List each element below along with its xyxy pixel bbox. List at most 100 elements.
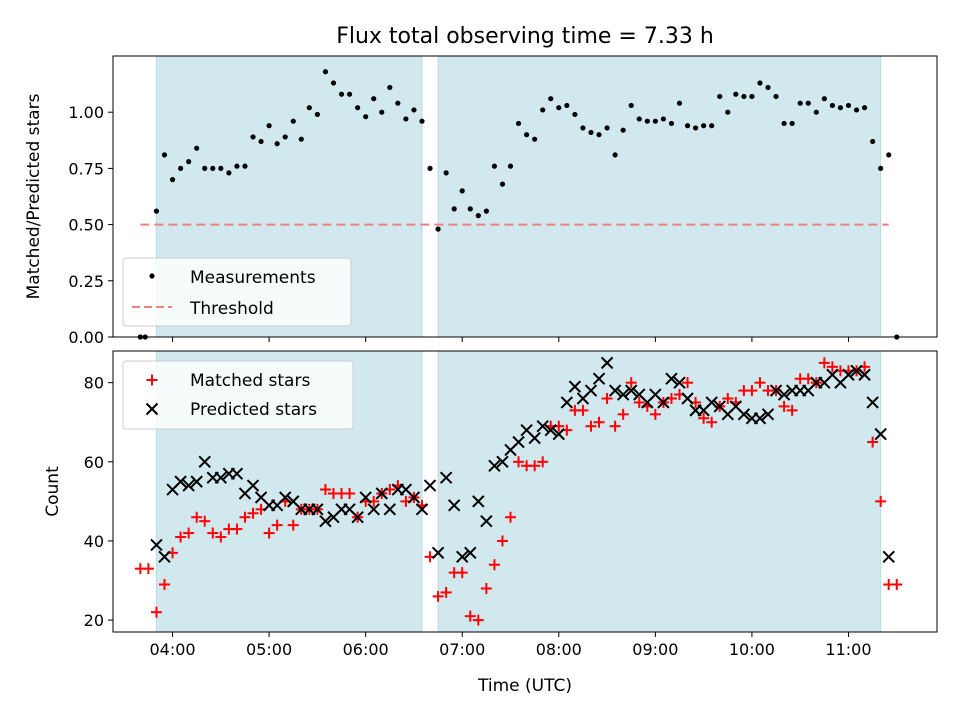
legend-predicted-label: Predicted stars xyxy=(190,400,317,420)
matched-star-point xyxy=(891,579,903,591)
measurement-point xyxy=(725,109,731,115)
measurement-point xyxy=(314,111,320,118)
predicted-star-point xyxy=(456,550,469,564)
matched-star-point xyxy=(472,614,484,626)
measurement-point xyxy=(580,125,586,131)
measurement-point xyxy=(202,165,208,171)
predicted-star-point xyxy=(657,396,670,409)
matched-star-point xyxy=(175,531,187,543)
matched-star-point xyxy=(344,487,356,499)
matched-star-point xyxy=(215,531,227,543)
matched-star-point xyxy=(239,511,251,523)
predicted-star-point xyxy=(367,503,380,516)
matched-star-point xyxy=(875,495,887,507)
matched-star-point xyxy=(247,507,259,519)
matched-star-point xyxy=(159,579,170,591)
predicted-star-point xyxy=(616,388,630,401)
y-tick-label: 0.50 xyxy=(68,216,104,235)
measurement-point xyxy=(290,118,296,124)
measurement-point xyxy=(692,125,699,131)
predicted-star-point xyxy=(182,479,195,492)
measurement-point xyxy=(733,91,739,97)
measurement-point xyxy=(322,69,329,75)
measurement-point xyxy=(628,102,634,109)
measurement-point xyxy=(789,120,795,127)
measurement-point xyxy=(668,120,675,127)
count-panel-frame xyxy=(112,350,938,633)
matched-star-point xyxy=(440,586,452,598)
predicted-star-point xyxy=(665,372,678,385)
measurement-point xyxy=(435,226,441,232)
measurement-point xyxy=(886,152,892,158)
predicted-star-point xyxy=(375,487,388,500)
x-tick-label: 08:00 xyxy=(536,640,582,659)
legend-plus-glyph xyxy=(146,374,158,386)
predicted-star-point xyxy=(592,372,606,385)
matched-star-point xyxy=(617,408,629,420)
measurement-point xyxy=(403,116,409,122)
measurement-point xyxy=(387,84,393,91)
measurement-point xyxy=(604,125,610,131)
measurement-point xyxy=(612,152,618,158)
legend-predicted-marker xyxy=(145,402,159,416)
measurement-point xyxy=(153,208,160,214)
measurement-point xyxy=(161,152,168,158)
predicted-star-point xyxy=(681,392,694,405)
measurement-point xyxy=(210,165,216,171)
measurement-point xyxy=(499,181,506,187)
predicted-star-point xyxy=(866,396,879,409)
y-tick-label: 0.75 xyxy=(68,159,104,178)
measurement-point xyxy=(507,163,514,169)
x-tick-label: 11:00 xyxy=(825,640,871,659)
matched-star-point xyxy=(150,606,162,618)
matched-star-point xyxy=(183,527,195,539)
x-tick-label: 06:00 xyxy=(343,640,389,659)
predicted-star-point xyxy=(351,511,364,524)
measurement-point xyxy=(515,120,522,127)
ratio-y-axis-label: Matched/Predicted stars xyxy=(24,93,44,299)
measurement-point xyxy=(797,100,803,106)
legend-measurements-label: Measurements xyxy=(190,268,316,288)
matched-star-point xyxy=(682,377,694,389)
matched-star-point xyxy=(142,563,154,575)
measurement-point xyxy=(177,165,184,171)
measurement-point xyxy=(169,177,176,183)
measurement-point xyxy=(475,213,481,219)
matched-star-point xyxy=(818,357,830,369)
measurement-points xyxy=(137,69,900,340)
y-tick-label: 1.00 xyxy=(68,103,104,122)
measurement-point xyxy=(701,123,707,129)
matched-star-point xyxy=(456,567,468,579)
predicted-star-point xyxy=(472,495,485,508)
ratio-legend-box xyxy=(122,257,352,327)
predicted-star-point xyxy=(874,427,887,441)
predicted-star-point xyxy=(415,503,429,516)
matched-star-point xyxy=(778,400,790,412)
legend-cross-glyph xyxy=(145,402,159,416)
measurement-point xyxy=(218,165,224,171)
x-tick-label: 05:00 xyxy=(246,640,292,659)
measurement-point xyxy=(684,123,691,129)
predicted-star-point xyxy=(850,364,863,377)
measurement-point xyxy=(282,134,288,140)
measurement-point xyxy=(467,206,473,212)
matched-star-point xyxy=(706,416,718,428)
matched-star-point xyxy=(786,404,798,416)
predicted-star-point xyxy=(480,514,493,528)
measurement-point xyxy=(306,105,312,111)
x-tick-label: 10:00 xyxy=(729,640,775,659)
measurement-point xyxy=(845,102,852,109)
matched-star-point xyxy=(722,392,734,404)
matched-star-point xyxy=(191,511,203,523)
predicted-star-point xyxy=(737,408,751,421)
measurement-point xyxy=(741,93,747,100)
matched-star-point xyxy=(601,392,613,404)
predicted-star-point xyxy=(536,419,549,433)
measurement-point xyxy=(274,141,280,147)
y-tick-label: 0.25 xyxy=(68,272,104,291)
measurement-point xyxy=(564,102,570,109)
count-panel: 20 40 60 80 04:00 05:00 06:00 07:00 08:00 09:00 1… xyxy=(43,350,938,696)
predicted-star-point xyxy=(230,467,244,480)
count-y-ticks: 20 40 60 80 xyxy=(84,374,113,630)
measurement-point xyxy=(709,123,715,129)
